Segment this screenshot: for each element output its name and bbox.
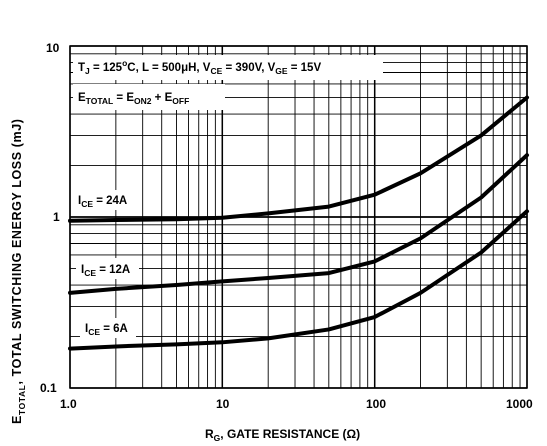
conditions-text: TJ = 125oC, L = 500μH, VCE = 390V, VGE =… [78,58,321,76]
series-label-6a: ICE = 6A [85,323,128,337]
y-axis-title: ETOTAL, TOTAL SWITCHING ENERGY LOSS (mJ) [10,118,27,424]
y-tick-label-1: 1 [53,210,60,224]
plot-frame [69,45,528,389]
x-tick-label-1: 1.0 [60,397,77,411]
x-tick-label-100: 100 [366,397,386,411]
y-tick-label-0.1: 0.1 [40,381,57,395]
y-tick-label-10: 10 [46,41,60,55]
series-line-2 [68,209,529,351]
formula-box [73,84,225,110]
x-axis-title: RG, GATE RESISTANCE (Ω) [205,427,360,443]
series-line-0 [68,95,529,223]
label-6a-bg [80,318,136,338]
series-label-12a: ICE = 12A [81,264,130,278]
formula-text: ETOTAL = EON2 + EOFF [78,92,189,106]
series-label-24a: ICE = 24A [78,195,127,209]
x-tick-label-10: 10 [216,397,230,411]
label-24a-bg [73,190,139,210]
label-12a-bg [76,258,139,279]
x-tick-label-1000: 1000 [506,397,533,411]
series-layer [68,95,529,351]
series-line-1 [68,153,529,295]
conditions-box [73,55,383,80]
